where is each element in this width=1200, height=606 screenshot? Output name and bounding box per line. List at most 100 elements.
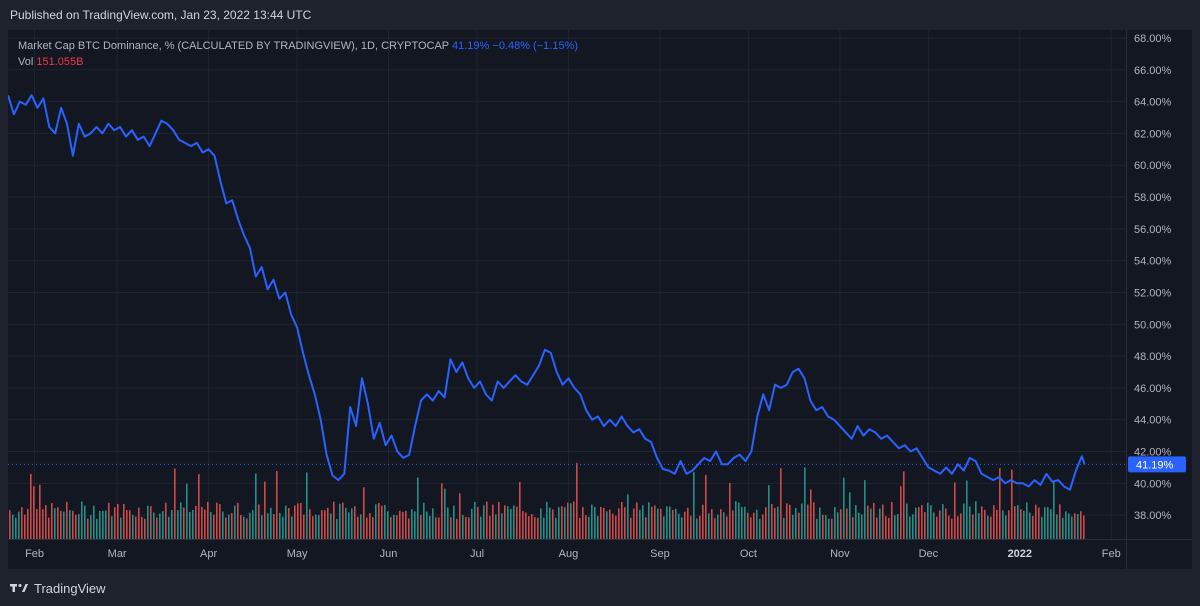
volume-bar <box>549 507 551 539</box>
volume-bar <box>996 509 998 539</box>
x-tick-label: Apr <box>200 548 217 560</box>
volume-bar <box>57 507 59 539</box>
volume-bar <box>90 515 92 539</box>
y-tick-label: 56.00% <box>1134 224 1172 236</box>
volume-bar <box>633 508 635 539</box>
y-tick-label: 44.00% <box>1134 415 1172 427</box>
volume-bar <box>234 505 236 539</box>
volume-bar <box>957 516 959 539</box>
volume-bar <box>732 510 734 539</box>
footer-brand[interactable]: TradingView <box>10 578 106 598</box>
series-line <box>8 94 1086 491</box>
volume-bar <box>915 507 917 539</box>
volume-bar <box>822 514 824 539</box>
series-title: Market Cap BTC Dominance, % (CALCULATED … <box>18 40 449 52</box>
volume-bar <box>342 502 344 539</box>
volume-bar <box>663 516 665 539</box>
volume-bar <box>1077 513 1079 539</box>
volume-bar <box>270 507 272 539</box>
volume-bar <box>711 509 713 539</box>
volume-bar <box>678 513 680 539</box>
volume-bar <box>129 510 131 539</box>
chart-legend: Market Cap BTC Dominance, % (CALCULATED … <box>18 38 578 70</box>
volume-bar <box>381 505 383 539</box>
y-tick-label: 60.00% <box>1134 160 1172 172</box>
volume-bar <box>780 468 782 539</box>
volume-bar <box>507 506 509 539</box>
volume-bar <box>843 477 845 539</box>
volume-bar <box>969 506 971 539</box>
volume-bar <box>474 501 476 539</box>
volume-bar <box>501 513 503 539</box>
volume-bar <box>33 486 35 539</box>
volume-bar <box>573 501 575 539</box>
volume-bar <box>405 510 407 539</box>
volume-bar <box>1008 510 1010 539</box>
y-tick-label: 50.00% <box>1134 319 1172 331</box>
volume-bar <box>171 510 173 539</box>
last-value-badge-label: 41.19% <box>1136 459 1174 471</box>
volume-bar <box>84 505 86 539</box>
volume-bar <box>756 509 758 539</box>
volume-bar <box>150 506 152 539</box>
tradingview-logo-icon <box>10 584 28 592</box>
volume-bar <box>438 517 440 539</box>
volume-bar <box>168 516 170 539</box>
volume-bar <box>801 503 803 539</box>
volume-bar <box>618 508 620 539</box>
volume-bar <box>534 517 536 539</box>
volume-bar <box>489 515 491 539</box>
volume-bar <box>852 517 854 539</box>
volume-bar <box>765 507 767 539</box>
volume-bar <box>594 506 596 539</box>
volume-bar <box>657 508 659 539</box>
volume-bar <box>207 501 209 539</box>
volume-bar <box>384 504 386 539</box>
volume-bar <box>735 501 737 539</box>
volume-bar <box>726 516 728 539</box>
volume-bar <box>951 518 953 539</box>
volume-bar <box>399 510 401 539</box>
volume-bar <box>936 516 938 539</box>
volume-bar <box>1065 511 1067 539</box>
volume-bar <box>72 510 74 539</box>
volume-bar <box>960 513 962 539</box>
volume-bar <box>42 509 44 539</box>
volume-bar <box>348 512 350 539</box>
volume-bar <box>216 502 218 539</box>
volume-bar <box>807 504 809 539</box>
chart-svg[interactable]: 38.00% 40.00% 42.00% 44.00% 46.00% 48.00% 50.0… <box>8 30 1192 569</box>
volume-bar <box>912 514 914 539</box>
volume-bar <box>225 517 227 539</box>
volume-bar <box>243 516 245 539</box>
volume-bar <box>921 505 923 539</box>
volume-bar <box>621 501 623 539</box>
volume-bar <box>213 514 215 539</box>
volume-bar <box>81 501 83 539</box>
volume-bar <box>864 480 866 539</box>
volume-bar <box>351 508 353 539</box>
chart-pane[interactable]: 38.00% 40.00% 42.00% 44.00% 46.00% 48.00% 50.0… <box>8 30 1192 569</box>
volume-bar <box>729 483 731 539</box>
volume-bar <box>561 506 563 539</box>
volume-bar <box>108 502 110 539</box>
volume-bar <box>345 507 347 539</box>
volume-bar <box>372 517 374 539</box>
volume-bar <box>144 518 146 539</box>
volume-bar <box>789 504 791 539</box>
volume-bar <box>414 511 416 539</box>
volume-bar <box>126 510 128 539</box>
volume-bar <box>375 504 377 539</box>
volume-bar <box>774 508 776 539</box>
volume-bar <box>1017 505 1019 539</box>
volume-bar <box>669 506 671 539</box>
volume-bar <box>768 485 770 539</box>
volume-bar <box>600 506 602 539</box>
volume-bar <box>855 505 857 539</box>
volume-bar <box>705 474 707 539</box>
volume-bar <box>63 511 65 539</box>
volume-bar <box>882 504 884 539</box>
volume-bar <box>492 504 494 539</box>
volume-bar <box>816 518 818 539</box>
volume-bar <box>450 517 452 539</box>
